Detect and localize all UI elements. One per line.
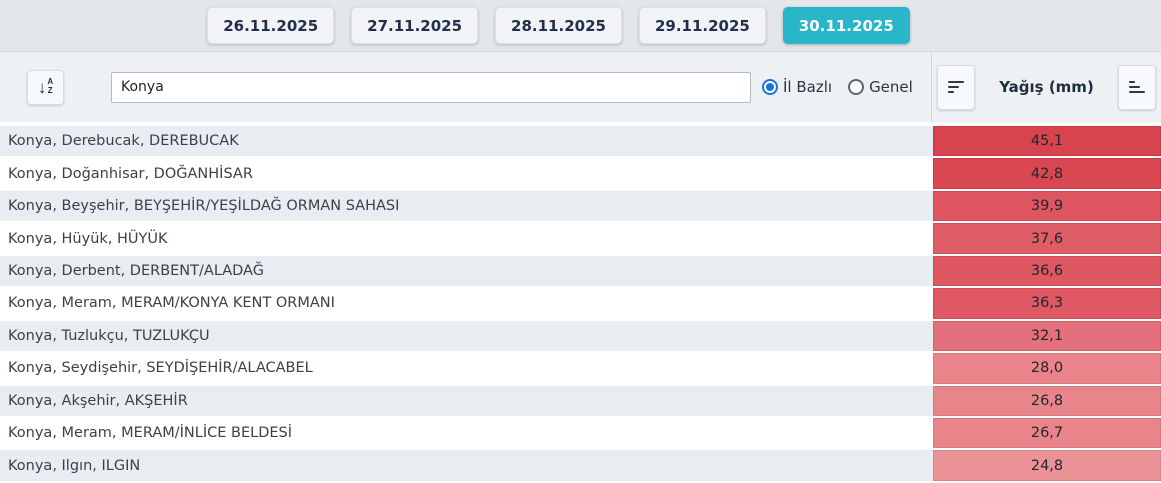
sort-amount-descending-icon: [948, 78, 964, 96]
date-tab-label: 29.11.2025: [654, 16, 750, 35]
sort-amount-ascending-icon: [1128, 78, 1145, 96]
row-value-cell: 24,8: [933, 450, 1161, 481]
row-location: Konya, Ilgın, ILGIN: [8, 457, 141, 474]
row-location: Konya, Akşehir, AKŞEHİR: [8, 392, 188, 409]
radio-label-genel: Genel: [869, 78, 913, 96]
row-value-cell: 26,7: [933, 417, 1161, 449]
date-tab-label: 28.11.2025: [511, 16, 606, 35]
row-value-cell: 28,0: [933, 353, 1161, 384]
sort-descending-button[interactable]: [937, 64, 975, 110]
table-row[interactable]: Konya, Akşehir, AKŞEHİR 26,8: [0, 385, 1161, 418]
table-row[interactable]: Konya, Seydişehir, SEYDİŞEHİR/ALACABEL 2…: [0, 353, 1161, 386]
date-tab[interactable]: 27.11.2025: [351, 7, 479, 44]
az-letters: A Z: [47, 77, 54, 96]
sort-arrow-glyph: ↓: [37, 77, 47, 97]
table-row[interactable]: Konya, Ilgın, ILGIN 24,8: [0, 450, 1161, 483]
row-location: Konya, Derebucak, DEREBUCAK: [8, 133, 239, 150]
radio-icon: [848, 79, 865, 95]
radio-il-bazli[interactable]: İl Bazlı: [762, 78, 832, 96]
row-value-cell: 32,1: [933, 320, 1161, 352]
row-location: Konya, Meram, MERAM/KONYA KENT ORMANI: [8, 295, 335, 312]
row-value-cell: 42,8: [933, 158, 1161, 189]
row-location: Konya, Hüyük, HÜYÜK: [8, 230, 168, 247]
row-value-cell: 37,6: [933, 223, 1161, 254]
radio-label-il-bazli: İl Bazlı: [783, 78, 833, 96]
filter-toolbar: ↓ A Z İl Bazlı Genel Yağış (mm): [0, 52, 1161, 122]
row-location: Konya, Tuzlukçu, TUZLUKÇU: [8, 327, 210, 344]
date-tab[interactable]: 30.11.2025: [782, 7, 910, 44]
row-location: Konya, Meram, MERAM/İNLİCE BELDESİ: [8, 425, 292, 442]
radio-icon: [762, 79, 778, 95]
row-value-cell: 36,6: [933, 255, 1161, 287]
letter-a: A: [47, 77, 54, 87]
sort-alphabetical-down-icon: ↓ A Z: [37, 77, 54, 97]
row-location: Konya, Beyşehir, BEYŞEHİR/YEŞİLDAĞ ORMAN…: [8, 198, 400, 215]
value-column-header: Yağış (mm): [999, 78, 1094, 96]
row-location: Konya, Doğanhisar, DOĞANHİSAR: [8, 165, 253, 182]
row-value-cell: 39,9: [933, 190, 1161, 222]
date-tabs: 26.11.2025 27.11.2025 28.11.2025 29.11.2025…: [0, 0, 1161, 52]
radio-genel[interactable]: Genel: [848, 78, 913, 96]
search-input[interactable]: [111, 71, 751, 103]
date-tab-label: 30.11.2025: [798, 16, 894, 35]
table-row[interactable]: Konya, Derbent, DERBENT/ALADAĞ 36,6: [0, 255, 1161, 289]
row-value-cell: 36,3: [933, 288, 1161, 319]
sort-alphabetical-button[interactable]: ↓ A Z: [27, 69, 64, 105]
date-tab[interactable]: 26.11.2025: [207, 7, 335, 44]
results-table: Konya, Derebucak, DEREBUCAK 45,1 Konya, …: [0, 126, 1161, 483]
scope-radio-group: İl Bazlı Genel: [762, 78, 913, 96]
table-row[interactable]: Konya, Hüyük, HÜYÜK 37,6: [0, 223, 1161, 256]
sort-ascending-button[interactable]: [1117, 64, 1156, 110]
date-tab[interactable]: 28.11.2025: [495, 7, 622, 44]
date-tab[interactable]: 29.11.2025: [638, 7, 766, 44]
table-row[interactable]: Konya, Meram, MERAM/KONYA KENT ORMANI 36…: [0, 288, 1161, 321]
row-value-cell: 45,1: [933, 126, 1161, 157]
table-row[interactable]: Konya, Doğanhisar, DOĞANHİSAR 42,8: [0, 158, 1161, 191]
row-location: Konya, Derbent, DERBENT/ALADAĞ: [8, 262, 264, 279]
row-value-cell: 26,8: [933, 385, 1161, 416]
table-row[interactable]: Konya, Meram, MERAM/İNLİCE BELDESİ 26,7: [0, 417, 1161, 451]
table-row[interactable]: Konya, Derebucak, DEREBUCAK 45,1: [0, 126, 1161, 159]
date-tab-label: 26.11.2025: [223, 16, 319, 35]
table-row[interactable]: Konya, Beyşehir, BEYŞEHİR/YEŞİLDAĞ ORMAN…: [0, 190, 1161, 224]
row-location: Konya, Seydişehir, SEYDİŞEHİR/ALACABEL: [8, 360, 313, 377]
value-column-header-section: Yağış (mm): [931, 52, 1161, 122]
letter-z: Z: [47, 86, 53, 95]
date-tab-label: 27.11.2025: [367, 16, 463, 35]
table-row[interactable]: Konya, Tuzlukçu, TUZLUKÇU 32,1: [0, 320, 1161, 354]
